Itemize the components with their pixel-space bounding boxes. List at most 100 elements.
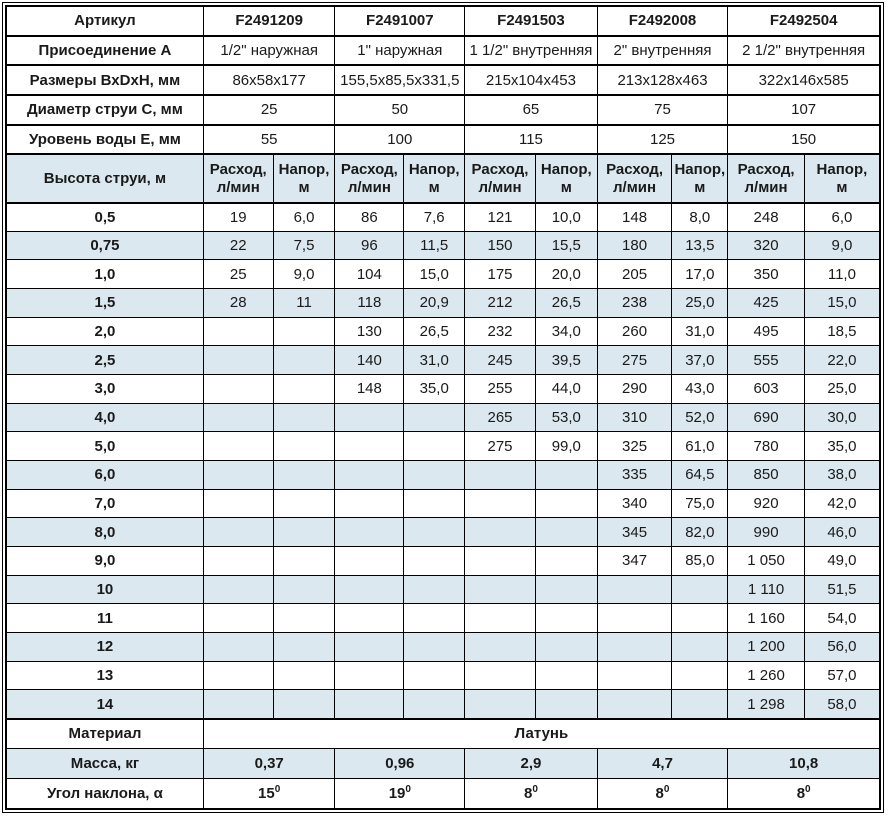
data-row: 13 1 260 57,0	[5, 660, 881, 691]
data-cell	[202, 431, 274, 462]
data-cell	[534, 574, 598, 605]
data-cell: 15,0	[403, 259, 466, 290]
article-number: F2491209	[202, 5, 336, 37]
data-cell: 340	[596, 488, 673, 519]
info-value: 100	[334, 124, 466, 156]
info-value: 2" внутренняя	[596, 35, 729, 67]
data-cell	[403, 689, 466, 720]
data-cell	[671, 660, 729, 691]
info-value: 50	[334, 94, 466, 126]
data-cell: 37,0	[671, 345, 729, 376]
info-value: 65	[464, 94, 598, 126]
data-cell: 175	[464, 259, 536, 290]
data-cell: 104	[334, 259, 405, 290]
data-cell: 19	[202, 202, 274, 232]
data-cell	[403, 431, 466, 462]
data-cell: 920	[727, 488, 805, 519]
angle-value: 80	[596, 777, 729, 810]
head-header: Напор, м	[272, 153, 336, 204]
data-cell: 64,5	[671, 460, 729, 490]
data-cell	[534, 546, 598, 576]
article-number: F2492008	[596, 5, 729, 37]
info-row-label: Размеры ВхDхН, мм	[5, 64, 204, 97]
data-cell: 310	[596, 402, 673, 433]
data-cell: 325	[596, 431, 673, 462]
data-row: 2,5 140 31,0 245 39,5 275 37,0 555 22,0	[5, 345, 881, 376]
data-cell	[403, 460, 466, 490]
data-cell: 75,0	[671, 488, 729, 519]
data-cell: 6,0	[272, 202, 336, 232]
data-cell	[202, 517, 274, 548]
data-cell	[202, 402, 274, 433]
flow-header: Расход, л/мин	[464, 153, 536, 204]
data-cell	[272, 517, 336, 548]
data-cell: 31,0	[403, 345, 466, 376]
info-row-4: Уровень воды Е, мм 55 100 115 125 150	[5, 124, 881, 156]
angle-value: 80	[727, 777, 881, 810]
mass-row: Масса, кг 0,37 0,96 2,9 4,7 10,8	[5, 747, 881, 779]
data-cell	[534, 632, 598, 662]
data-row: 14 1 298 58,0	[5, 689, 881, 720]
data-cell	[272, 345, 336, 376]
data-cell: 11,5	[403, 230, 466, 261]
data-cell: 11,0	[803, 259, 881, 290]
data-cell: 96	[334, 230, 405, 261]
data-cell	[272, 632, 336, 662]
data-cell: 290	[596, 374, 673, 404]
info-value: 107	[727, 94, 881, 126]
data-cell: 347	[596, 546, 673, 576]
angle-row: Угол наклона, α 150 190 80 80 80	[5, 777, 881, 810]
data-cell: 232	[464, 316, 536, 347]
data-row: 5,0 275 99,0 325 61,0 780 35,0	[5, 431, 881, 462]
data-cell: 46,0	[803, 517, 881, 548]
jet-height-label: 13	[5, 660, 204, 691]
data-cell: 495	[727, 316, 805, 347]
info-row-3: Диаметр струи С, мм 25 50 65 75 107	[5, 94, 881, 126]
data-cell: 425	[727, 288, 805, 318]
data-cell: 140	[334, 345, 405, 376]
info-value: 55	[202, 124, 336, 156]
info-value: 2 1/2" внутренняя	[727, 35, 881, 67]
mass-value: 0,96	[334, 747, 466, 779]
data-cell: 121	[464, 202, 536, 232]
data-cell	[202, 488, 274, 519]
data-cell: 20,9	[403, 288, 466, 318]
data-cell	[464, 488, 536, 519]
data-cell: 265	[464, 402, 536, 433]
data-cell: 20,0	[534, 259, 598, 290]
data-cell: 35,0	[803, 431, 881, 462]
data-cell	[202, 603, 274, 634]
data-cell: 780	[727, 431, 805, 462]
data-cell: 86	[334, 202, 405, 232]
flow-header: Расход, л/мин	[202, 153, 274, 204]
data-cell	[464, 517, 536, 548]
data-cell: 51,5	[803, 574, 881, 605]
info-row-1: Присоединение А 1/2" наружная 1" наружная 1…	[5, 35, 881, 67]
mass-value: 4,7	[596, 747, 729, 779]
data-cell	[272, 660, 336, 691]
data-cell: 7,6	[403, 202, 466, 232]
data-cell	[596, 603, 673, 634]
article-number: F2492504	[727, 5, 881, 37]
info-row-label: Присоединение А	[5, 35, 204, 67]
data-cell: 130	[334, 316, 405, 347]
data-cell	[272, 460, 336, 490]
data-cell: 54,0	[803, 603, 881, 634]
info-value: 215x104x453	[464, 64, 598, 97]
data-cell: 61,0	[671, 431, 729, 462]
data-cell: 1 200	[727, 632, 805, 662]
info-value: 213x128x463	[596, 64, 729, 97]
data-cell	[272, 431, 336, 462]
data-row: 10 1 110 51,5	[5, 574, 881, 605]
data-row: 3,0 148 35,0 255 44,0 290 43,0 603 25,0	[5, 374, 881, 404]
data-cell: 690	[727, 402, 805, 433]
data-cell: 260	[596, 316, 673, 347]
data-cell: 8,0	[671, 202, 729, 232]
info-value: 150	[727, 124, 881, 156]
data-cell: 1 160	[727, 603, 805, 634]
angle-label: Угол наклона, α	[5, 777, 204, 810]
data-row: 6,0 335 64,5 850 38,0	[5, 460, 881, 490]
data-cell	[202, 460, 274, 490]
data-row: 9,0 347 85,0 1 050 49,0	[5, 546, 881, 576]
data-cell: 255	[464, 374, 536, 404]
